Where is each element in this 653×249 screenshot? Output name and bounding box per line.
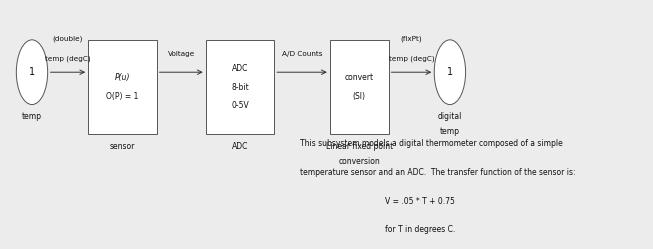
- Text: convert: convert: [345, 73, 374, 82]
- Text: Voltage: Voltage: [168, 51, 195, 57]
- Bar: [330, 40, 389, 134]
- Text: ADC: ADC: [232, 64, 248, 73]
- Ellipse shape: [434, 40, 466, 105]
- Text: sensor: sensor: [110, 142, 135, 151]
- Text: 0-5V: 0-5V: [231, 101, 249, 110]
- Text: A/D Counts: A/D Counts: [281, 51, 323, 57]
- Text: temp: temp: [22, 112, 42, 121]
- Text: V = .05 * T + 0.75: V = .05 * T + 0.75: [385, 197, 455, 206]
- Text: (fixPt): (fixPt): [400, 36, 422, 42]
- Text: temp: temp: [440, 127, 460, 136]
- Text: Linear fixed point: Linear fixed point: [326, 142, 392, 151]
- Text: temp (degC): temp (degC): [45, 56, 91, 62]
- Text: P(u): P(u): [115, 73, 130, 82]
- Text: 1: 1: [29, 67, 35, 77]
- Text: (SI): (SI): [353, 92, 366, 101]
- Text: 8-bit: 8-bit: [231, 83, 249, 92]
- Text: temperature sensor and an ADC.  The transfer function of the sensor is:: temperature sensor and an ADC. The trans…: [300, 168, 576, 177]
- Text: (double): (double): [53, 36, 83, 42]
- Text: This subsystem models a digital thermometer composed of a simple: This subsystem models a digital thermome…: [300, 139, 563, 148]
- Text: ADC: ADC: [232, 142, 248, 151]
- Text: conversion: conversion: [338, 157, 380, 166]
- Text: temp (degC): temp (degC): [389, 56, 434, 62]
- Text: 1: 1: [447, 67, 453, 77]
- Text: digital: digital: [438, 112, 462, 121]
- Bar: [88, 40, 157, 134]
- Text: O(P) = 1: O(P) = 1: [106, 92, 138, 101]
- Ellipse shape: [16, 40, 48, 105]
- Text: for T in degrees C.: for T in degrees C.: [385, 225, 456, 234]
- Bar: [206, 40, 274, 134]
